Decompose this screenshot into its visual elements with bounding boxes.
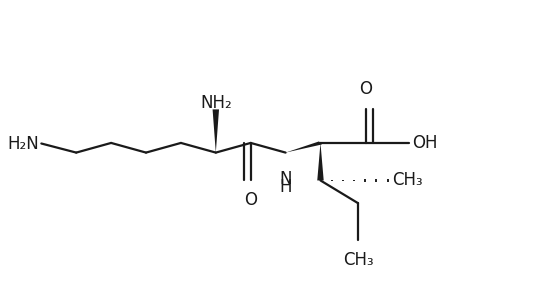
Text: CH₃: CH₃ — [343, 251, 373, 269]
Text: NH₂: NH₂ — [200, 94, 232, 112]
Text: O: O — [244, 191, 257, 209]
Text: N: N — [279, 170, 292, 188]
Polygon shape — [285, 141, 322, 153]
Text: CH₃: CH₃ — [392, 171, 422, 189]
Text: H: H — [279, 178, 292, 196]
Polygon shape — [317, 143, 324, 181]
Polygon shape — [213, 109, 219, 153]
Text: O: O — [360, 80, 372, 98]
Text: OH: OH — [412, 134, 437, 152]
Text: H₂N: H₂N — [7, 135, 39, 152]
